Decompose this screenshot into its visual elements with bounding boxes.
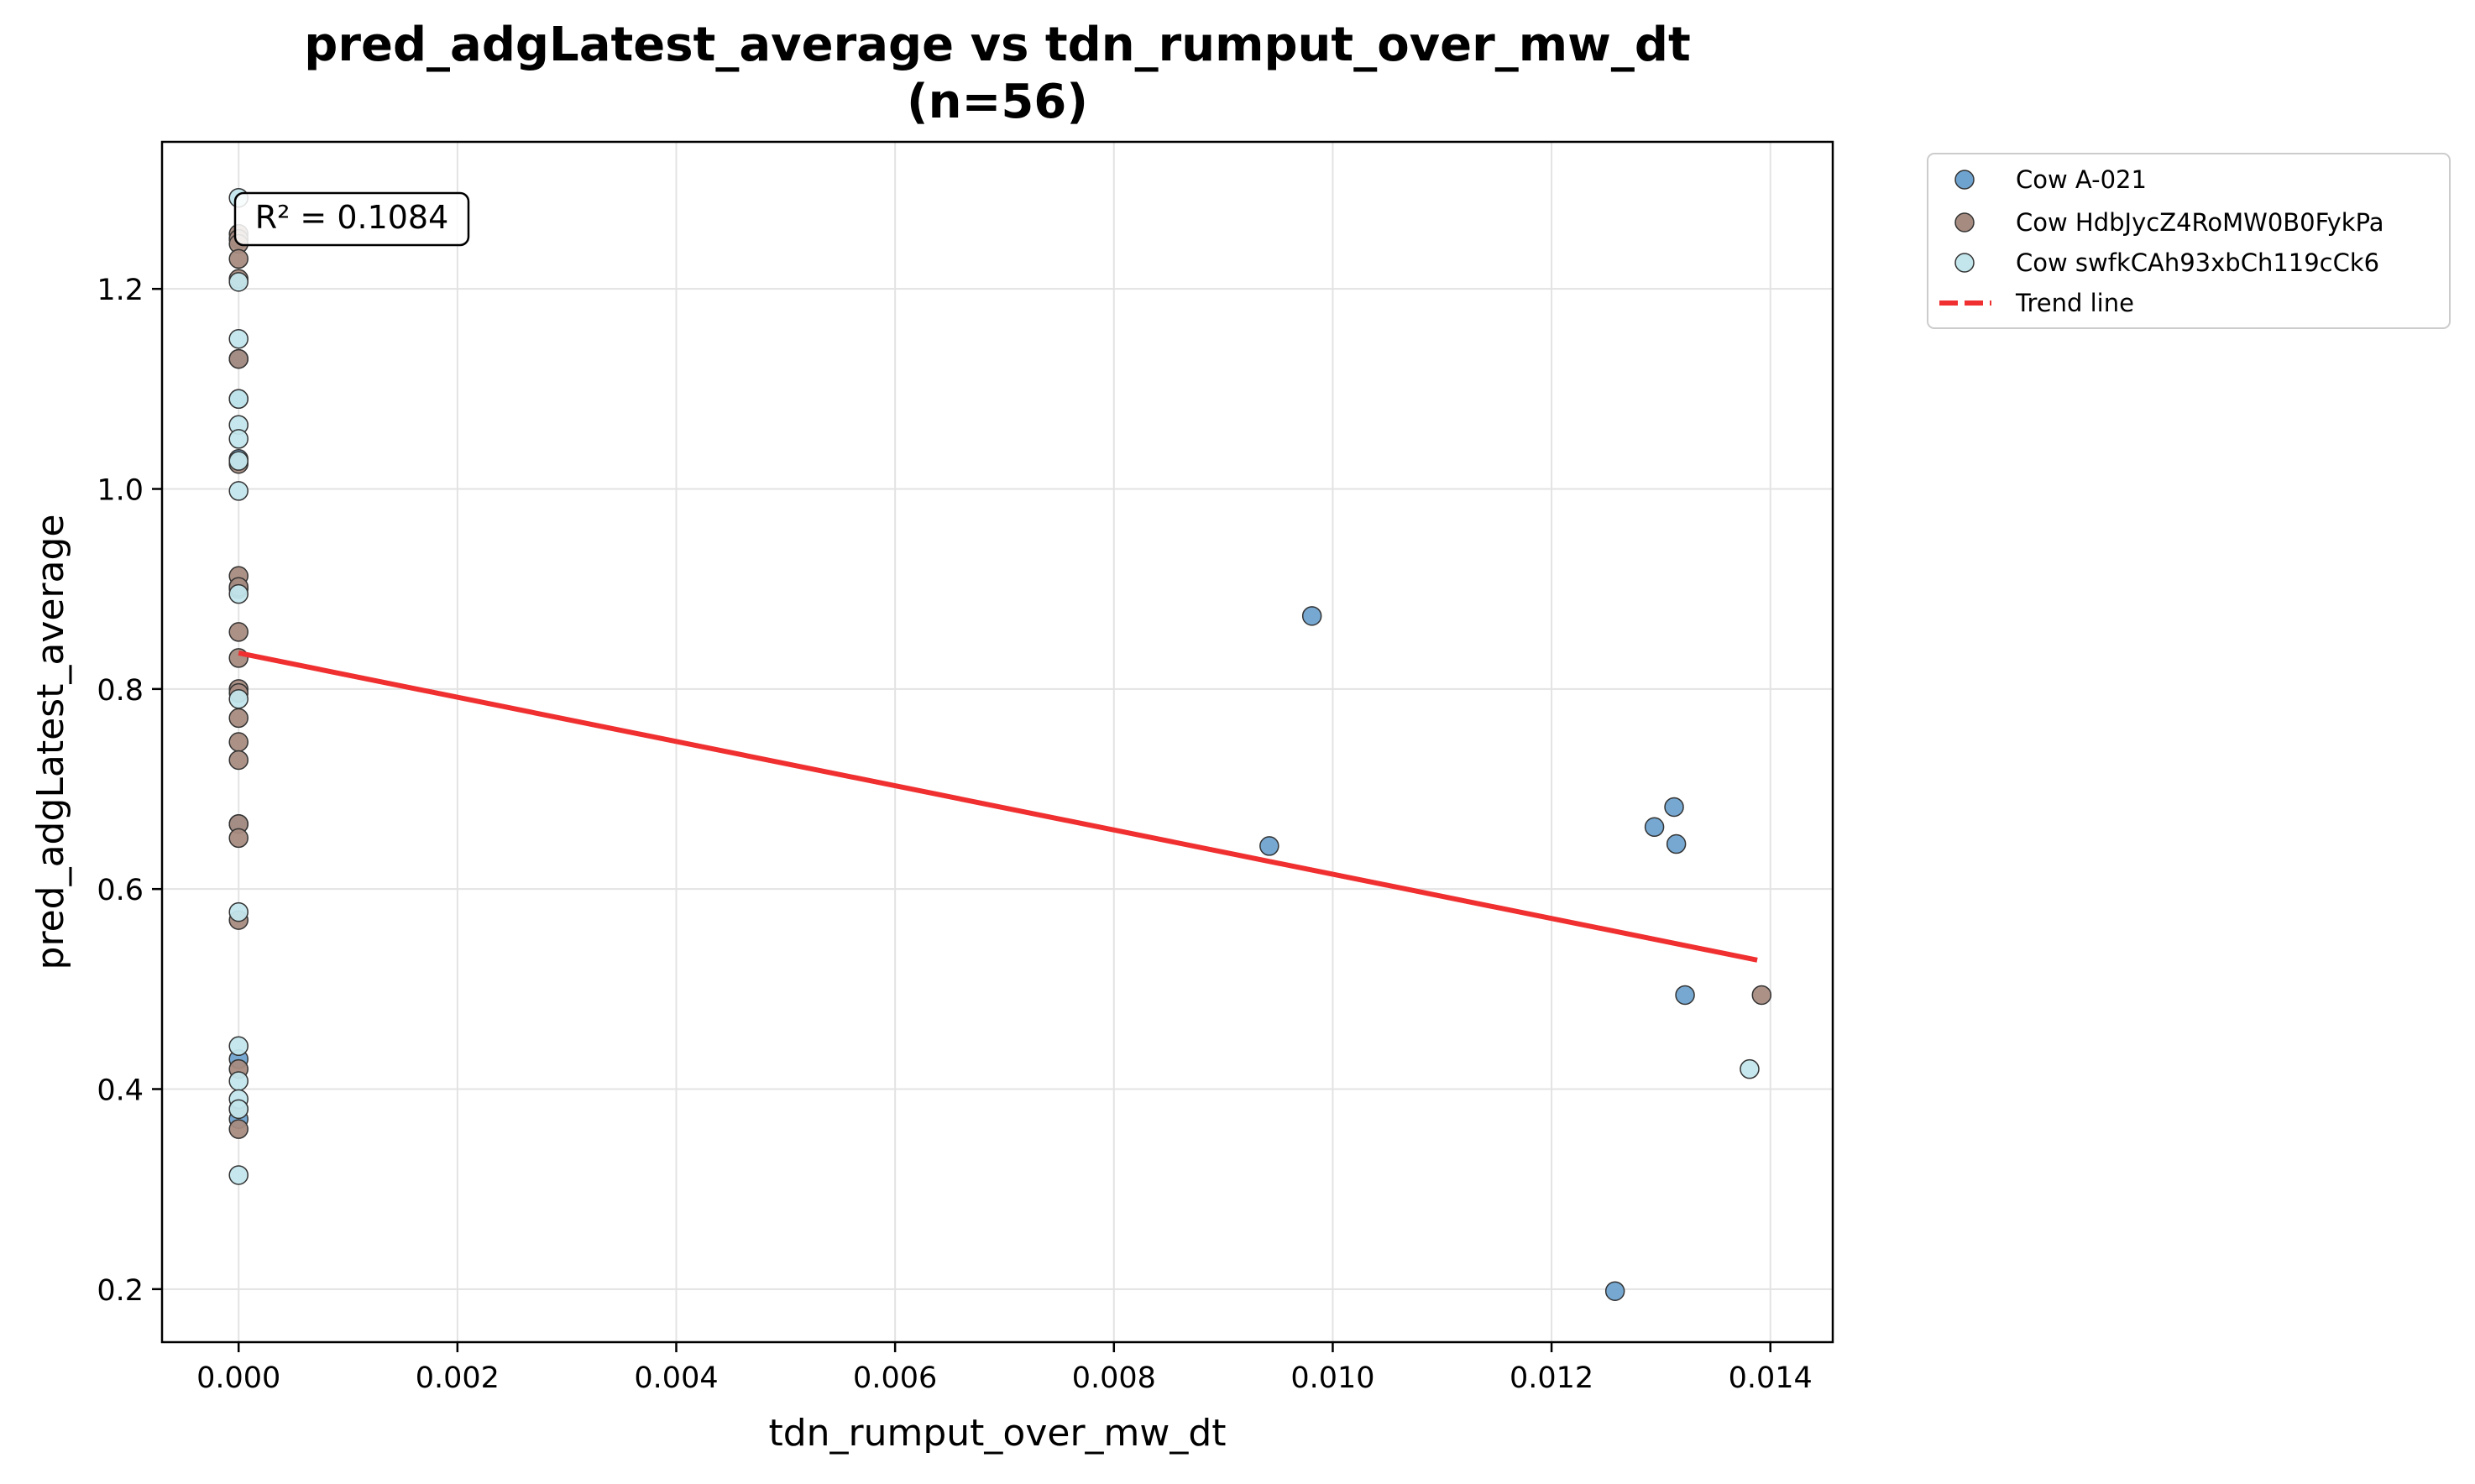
x-tick-label: 0.008 — [1072, 1361, 1156, 1395]
y-tick-label: 0.4 — [97, 1074, 144, 1108]
legend-label-cow-a-021: Cow A-021 — [2016, 165, 2147, 194]
data-point-cow-hdbjycz4romw0b0fykpa — [228, 828, 249, 849]
data-point-cow-hdbjycz4romw0b0fykpa — [228, 732, 249, 752]
data-point-cow-swfkcah93xbch119cck6 — [228, 1036, 249, 1057]
axis-ticks: 0.000 0.002 0.004 0.006 0.008 0.010 0.012 0.014… — [97, 274, 1812, 1395]
data-point-cow-swfkcah93xbch119cck6 — [228, 429, 249, 449]
legend-label-trend-line: Trend line — [2015, 289, 2134, 317]
x-tick-label: 0.000 — [196, 1361, 280, 1395]
data-point-cow-swfkcah93xbch119cck6 — [228, 1099, 249, 1120]
y-tick-label: 0.8 — [97, 674, 144, 708]
x-tick-label: 0.012 — [1510, 1361, 1593, 1395]
data-point-cow-a-021 — [1259, 836, 1279, 856]
data-point-cow-a-021 — [1644, 817, 1665, 838]
data-point-cow-hdbjycz4romw0b0fykpa — [228, 708, 249, 729]
data-point-cow-swfkcah93xbch119cck6 — [228, 451, 249, 471]
data-point-cow-hdbjycz4romw0b0fykpa — [228, 648, 249, 668]
data-point-cow-a-021 — [1664, 797, 1684, 818]
x-tick-label: 0.006 — [853, 1361, 937, 1395]
data-point-cow-a-021 — [1604, 1281, 1625, 1301]
y-axis-label: pred_adgLatest_average — [29, 515, 72, 970]
y-tick-label: 0.2 — [97, 1274, 144, 1308]
r-squared-annotation: R² = 0.1084 — [233, 191, 470, 247]
legend-label-cow-swfkcah: Cow swfkCAh93xbCh119cCk6 — [2016, 248, 2379, 277]
data-point-cow-hdbjycz4romw0b0fykpa — [228, 622, 249, 642]
legend-label-cow-hdbjyc: Cow HdbJycZ4RoMW0B0FykPa — [2016, 208, 2384, 237]
trend-line — [238, 651, 1758, 963]
legend-box — [1927, 153, 2451, 329]
data-point-cow-swfkcah93xbch119cck6 — [228, 1165, 249, 1185]
data-point-cow-swfkcah93xbch119cck6 — [228, 272, 249, 292]
y-tick-label: 1.0 — [97, 474, 144, 508]
data-point-cow-hdbjycz4romw0b0fykpa — [228, 248, 249, 269]
legend-marker-cow-a-021 — [1954, 170, 1975, 190]
data-point-cow-hdbjycz4romw0b0fykpa — [228, 348, 249, 369]
x-tick-label: 0.014 — [1729, 1361, 1813, 1395]
data-point-cow-hdbjycz4romw0b0fykpa — [1751, 985, 1772, 1006]
legend-marker-cow-hdbjyc — [1954, 212, 1975, 233]
data-point-cow-swfkcah93xbch119cck6 — [228, 481, 249, 501]
chart-title-line1: pred_adgLatest_average vs tdn_rumput_ove… — [304, 18, 1690, 72]
data-point-cow-swfkcah93xbch119cck6 — [228, 901, 249, 922]
x-tick-label: 0.010 — [1290, 1361, 1374, 1395]
data-point-cow-swfkcah93xbch119cck6 — [228, 389, 249, 410]
data-point-cow-swfkcah93xbch119cck6 — [228, 329, 249, 349]
data-point-cow-swfkcah93xbch119cck6 — [1740, 1058, 1760, 1079]
y-tick-label: 1.2 — [97, 274, 144, 307]
data-point-cow-swfkcah93xbch119cck6 — [228, 1071, 249, 1091]
annotation-text: R² = 0.1084 — [255, 199, 449, 236]
data-point-cow-a-021 — [1301, 606, 1322, 626]
plot-area-frame — [160, 140, 1834, 1344]
data-point-cow-swfkcah93xbch119cck6 — [228, 689, 249, 709]
data-point-cow-hdbjycz4romw0b0fykpa — [228, 750, 249, 771]
data-point-cow-a-021 — [1675, 985, 1695, 1006]
x-tick-label: 0.004 — [634, 1361, 718, 1395]
x-axis-label: tdn_rumput_over_mw_dt — [768, 1412, 1226, 1455]
x-tick-label: 0.002 — [416, 1361, 500, 1395]
data-point-cow-a-021 — [1666, 833, 1687, 854]
chart-title-line2: (n=56) — [907, 75, 1088, 129]
y-tick-label: 0.6 — [97, 874, 144, 907]
data-point-cow-hdbjycz4romw0b0fykpa — [228, 1119, 249, 1139]
annotation-box — [233, 191, 470, 247]
legend-marker-cow-swfkcah — [1954, 253, 1975, 273]
data-layer — [228, 187, 1772, 1301]
data-point-cow-swfkcah93xbch119cck6 — [228, 583, 249, 604]
legend: Cow A-021 Cow HdbJycZ4RoMW0B0FykPa Cow s… — [1927, 153, 2451, 329]
